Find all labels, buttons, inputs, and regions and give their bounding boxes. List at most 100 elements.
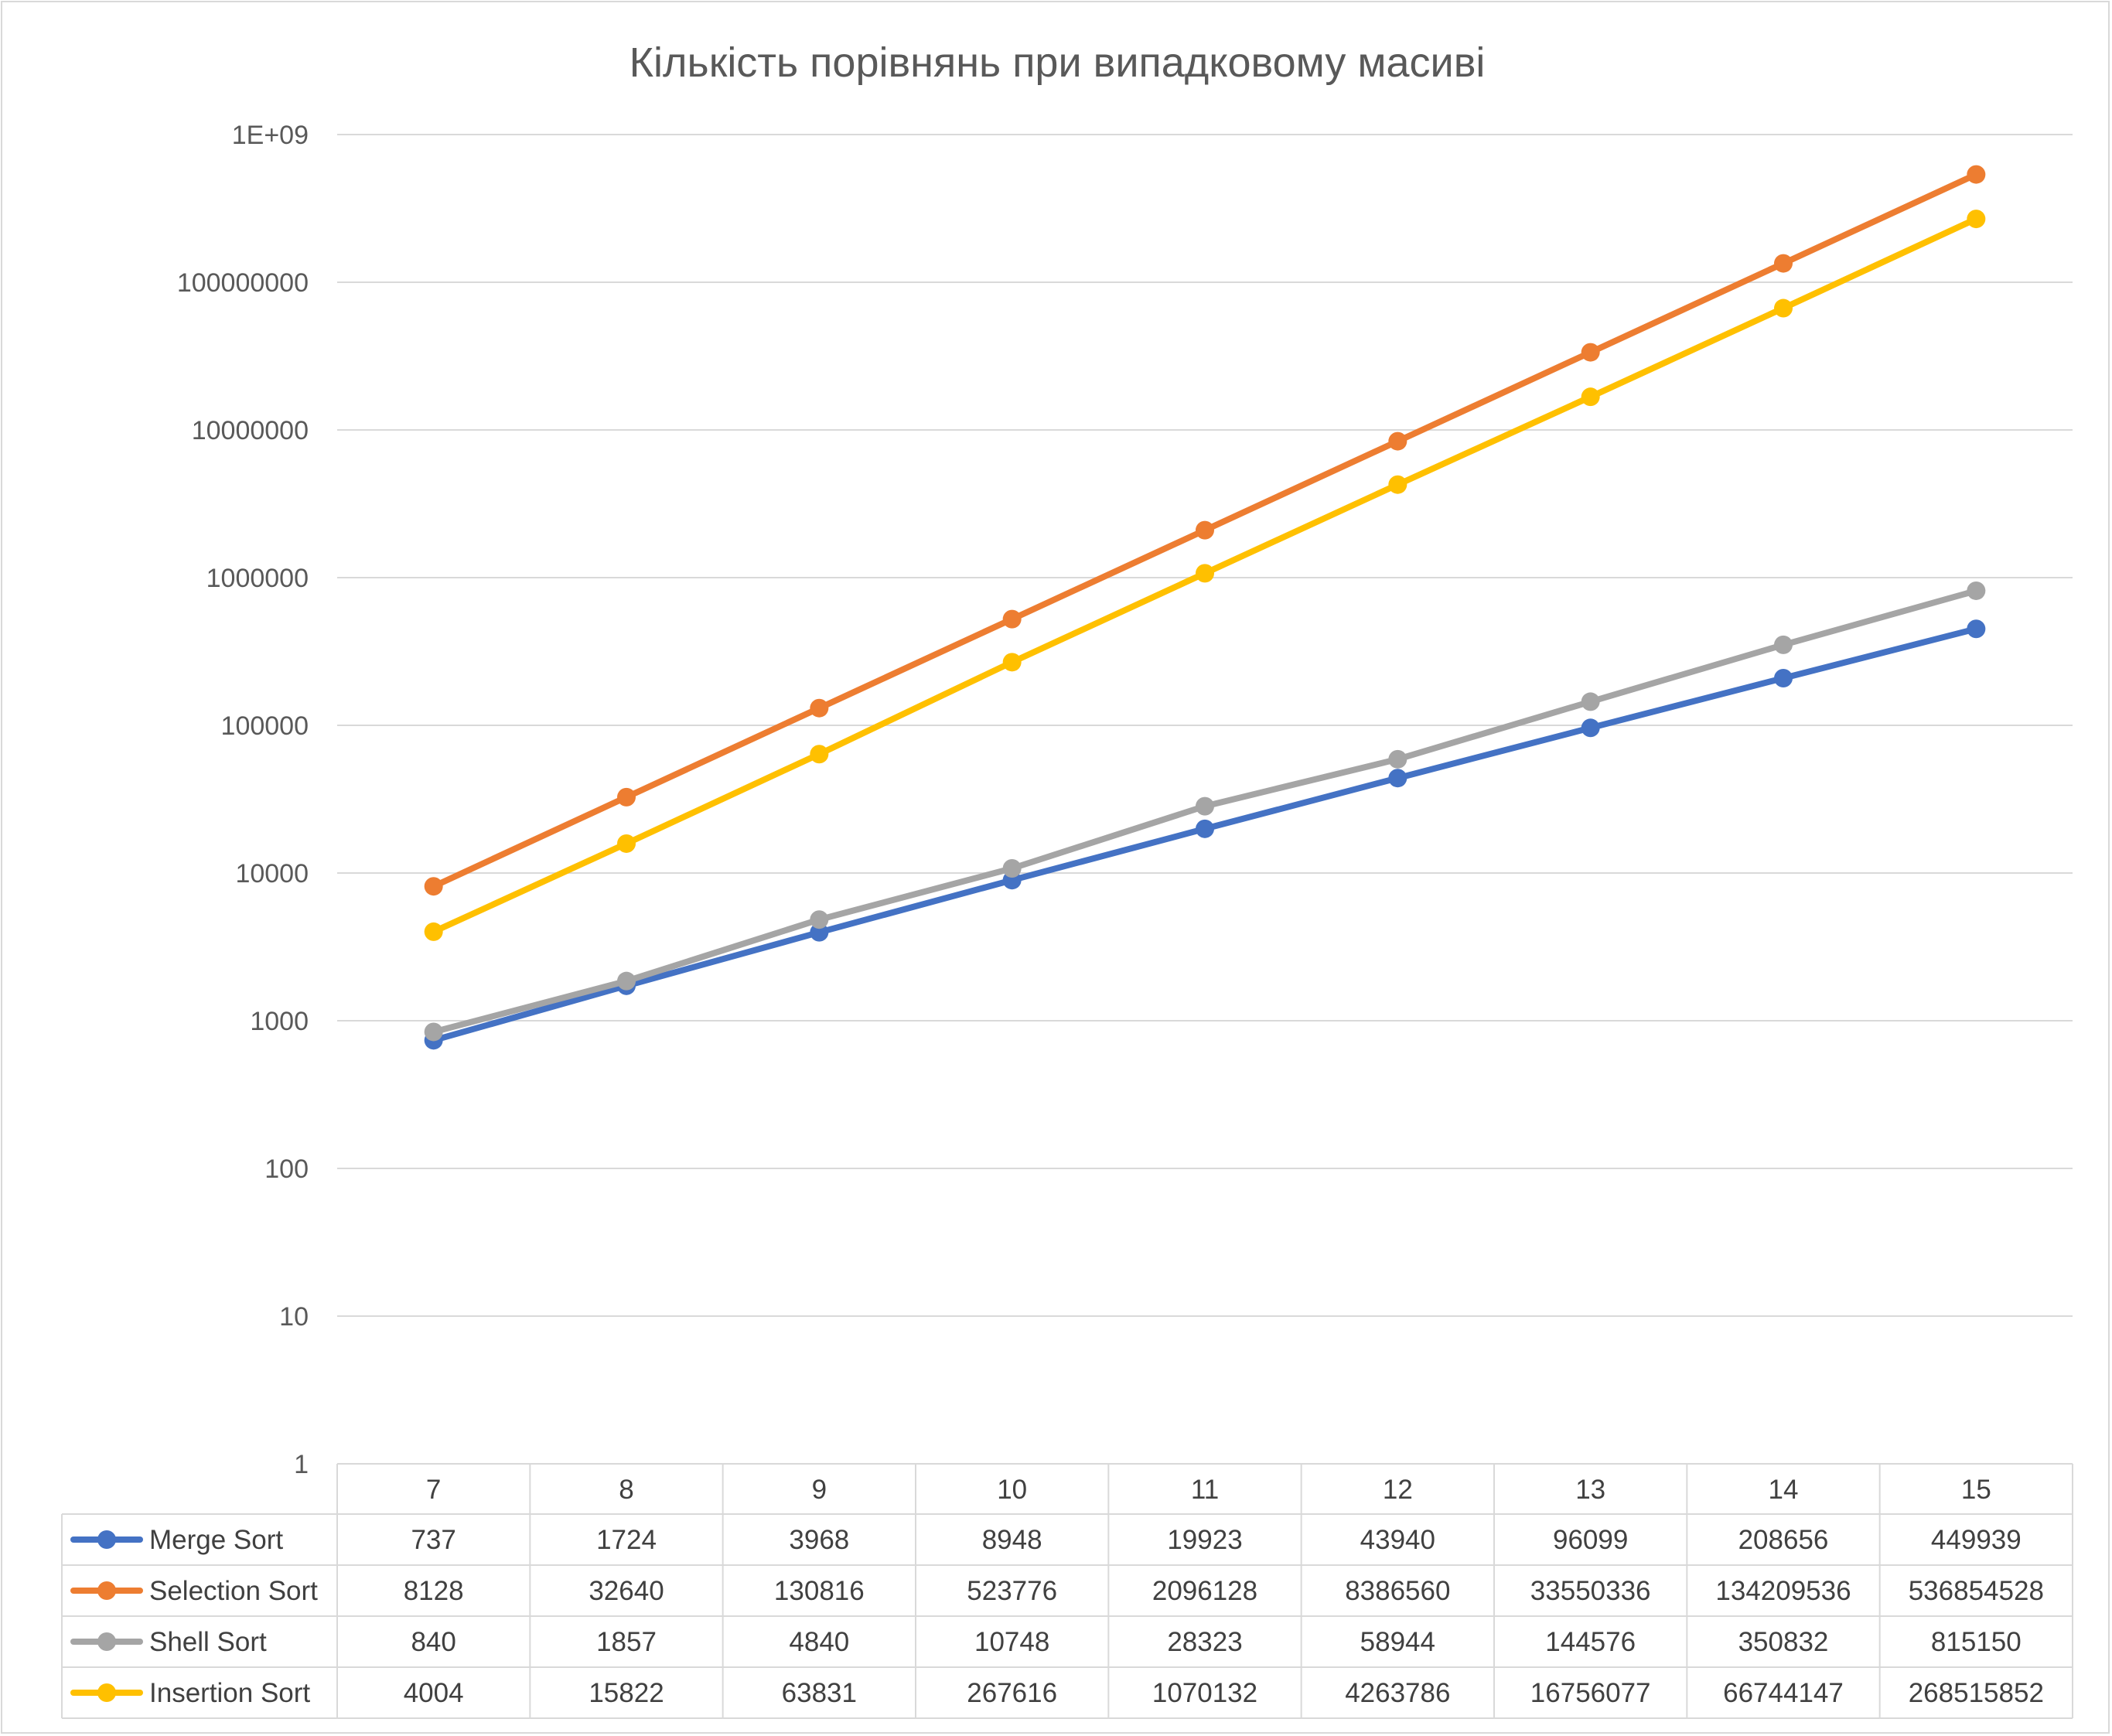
data-point (1388, 749, 1407, 769)
y-tick-label: 1E+09 (232, 121, 309, 150)
table-value: 10748 (974, 1627, 1049, 1657)
legend-series-name: Merge Sort (149, 1525, 283, 1555)
table-value: 449939 (1931, 1525, 2022, 1555)
plot-series (424, 165, 1986, 1050)
table-value: 15822 (589, 1678, 664, 1708)
data-point (1967, 210, 1986, 229)
data-point (617, 834, 636, 853)
y-tick-label: 1 (294, 1450, 309, 1479)
data-point (1002, 609, 1022, 629)
data-point (617, 971, 636, 991)
x-category-label: 13 (1575, 1475, 1605, 1505)
table-value: 3968 (789, 1525, 849, 1555)
data-point (1581, 387, 1600, 407)
data-point (1774, 298, 1793, 318)
table-value: 16756077 (1530, 1678, 1651, 1708)
table-value: 523776 (967, 1576, 1057, 1606)
data-point (424, 877, 443, 896)
series-selection-sort (424, 165, 1986, 896)
data-point (1388, 475, 1407, 494)
data-point (1196, 796, 1214, 816)
x-category-label: 12 (1383, 1475, 1413, 1505)
series-merge-sort (424, 619, 1986, 1050)
data-point (1196, 564, 1214, 583)
y-axis-tick-labels: 1 10 100 1000 10000 100000 1000000 10000000 1000… (177, 121, 309, 1479)
table-value: 1857 (596, 1627, 657, 1657)
table-value: 130816 (774, 1576, 865, 1606)
table-value: 43940 (1360, 1525, 1435, 1555)
table-value: 4004 (404, 1678, 464, 1708)
table-value: 32640 (589, 1576, 664, 1606)
data-point (1581, 718, 1600, 738)
table-value: 536854528 (1909, 1576, 2044, 1606)
table-value: 96099 (1553, 1525, 1628, 1555)
table-value: 63831 (782, 1678, 857, 1708)
legend-key-marker (97, 1683, 116, 1702)
data-point (1967, 619, 1986, 639)
table-value: 815150 (1931, 1627, 2022, 1657)
legend-series-name: Shell Sort (149, 1627, 267, 1657)
x-category-label: 11 (1191, 1475, 1219, 1505)
table-value: 28323 (1167, 1627, 1242, 1657)
table-value: 267616 (967, 1678, 1057, 1708)
table-value: 144576 (1545, 1627, 1636, 1657)
data-point (1002, 859, 1022, 878)
data-point (1581, 692, 1600, 711)
table-value: 4840 (789, 1627, 849, 1657)
table-value: 737 (411, 1525, 455, 1555)
table-value: 268515852 (1909, 1678, 2044, 1708)
x-category-label: 14 (1769, 1475, 1799, 1505)
table-value: 8386560 (1345, 1576, 1450, 1606)
data-point (424, 922, 443, 941)
data-point (1388, 769, 1407, 788)
table-value: 1070132 (1152, 1678, 1257, 1708)
data-point (810, 910, 829, 929)
data-table: 7 8 9 10 11 12 13 14 15 Merge Sort 737 1724 3968 8948… (61, 1463, 2073, 1719)
table-value: 1724 (596, 1525, 657, 1555)
data-point (1774, 668, 1793, 687)
table-value: 4263786 (1345, 1678, 1450, 1708)
y-tick-label: 10000 (235, 859, 309, 888)
data-point (810, 923, 829, 942)
y-tick-label: 1000000 (206, 564, 309, 593)
legend-series-name: Selection Sort (149, 1576, 318, 1606)
x-category-label: 9 (812, 1475, 827, 1505)
table-value: 19923 (1167, 1525, 1242, 1555)
table-value: 66744147 (1723, 1678, 1844, 1708)
x-category-label: 15 (1961, 1475, 1991, 1505)
table-value: 33550336 (1530, 1576, 1651, 1606)
data-point (1774, 635, 1793, 654)
data-point (1002, 653, 1022, 672)
data-point (424, 1022, 443, 1042)
data-point (1196, 819, 1214, 838)
table-value: 2096128 (1152, 1576, 1257, 1606)
x-category-label: 7 (426, 1475, 441, 1505)
gridlines (337, 134, 2073, 1317)
y-tick-label: 100000000 (177, 268, 309, 298)
legend-key-marker (97, 1530, 116, 1549)
series-shell-sort (424, 581, 1986, 1042)
y-tick-label: 1000 (250, 1007, 309, 1036)
y-tick-label: 100 (264, 1154, 309, 1184)
table-value: 840 (411, 1627, 455, 1657)
legend-key-marker (97, 1581, 116, 1600)
y-tick-label: 10 (279, 1302, 309, 1332)
chart-title: Кількість порівнянь при випадковому маси… (630, 39, 1486, 86)
legend-key-marker (97, 1632, 116, 1651)
data-point (1388, 431, 1407, 451)
y-tick-label: 100000 (221, 711, 309, 741)
table-value: 8948 (982, 1525, 1042, 1555)
y-tick-label: 10000000 (192, 416, 309, 445)
legend-series-name: Insertion Sort (149, 1678, 310, 1708)
data-point (1967, 581, 1986, 600)
series-insertion-sort (424, 210, 1986, 941)
data-point (1774, 254, 1793, 273)
table-value: 208656 (1738, 1525, 1829, 1555)
table-value: 134209536 (1715, 1576, 1851, 1606)
table-value: 8128 (404, 1576, 464, 1606)
x-category-label: 10 (997, 1475, 1027, 1505)
table-value: 58944 (1360, 1627, 1435, 1657)
data-point (1967, 165, 1986, 184)
